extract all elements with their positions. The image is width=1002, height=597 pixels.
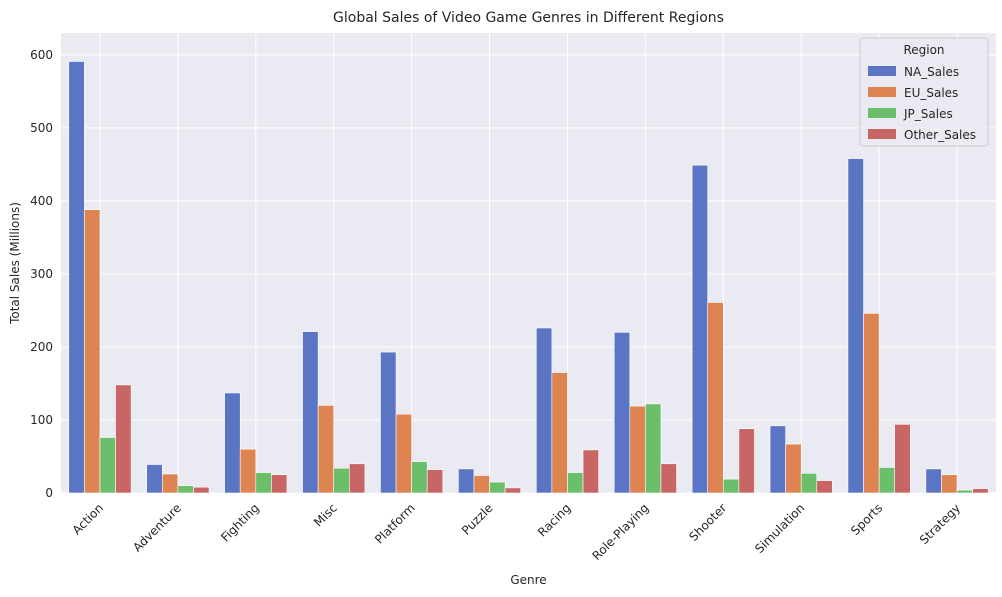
bar-jp-sales [645,404,661,493]
bar-eu-sales [396,414,412,493]
bar-na-sales [380,352,396,493]
bar-other-sales [817,481,833,493]
bar-eu-sales [786,444,802,493]
bar-other-sales [583,450,599,493]
y-tick-label: 0 [45,486,53,500]
bar-eu-sales [84,210,100,493]
bar-jp-sales [490,482,506,493]
legend-swatch [868,66,896,76]
legend: Region NA_Sales EU_Sales JP_Sales Other_Sal… [860,38,988,146]
bar-eu-sales [240,449,256,493]
bar-other-sales [739,429,755,493]
bar-other-sales [505,488,521,493]
bar-na-sales [614,332,630,493]
bar-jp-sales [412,462,428,493]
bar-eu-sales [941,475,957,493]
bar-jp-sales [256,473,272,493]
bar-eu-sales [552,373,568,493]
bar-na-sales [69,61,85,493]
bar-na-sales [225,393,241,493]
bar-jp-sales [879,467,895,493]
bar-na-sales [848,159,864,493]
y-tick-label: 300 [30,267,53,281]
bar-other-sales [271,475,287,493]
bar-jp-sales [801,473,817,493]
legend-swatch [868,87,896,97]
legend-label: EU_Sales [904,86,958,100]
bar-na-sales [692,165,708,493]
bar-eu-sales [708,302,724,493]
bar-other-sales [661,464,677,493]
bar-jp-sales [178,486,194,493]
bar-eu-sales [864,313,880,493]
y-tick-label: 400 [30,194,53,208]
bar-na-sales [926,469,942,493]
bar-other-sales [973,489,989,493]
bar-jp-sales [957,490,973,493]
legend-swatch [868,108,896,118]
bar-eu-sales [474,475,490,493]
legend-label: NA_Sales [904,65,959,79]
x-axis-label: Genre [510,573,546,587]
bar-other-sales [349,464,365,493]
bar-eu-sales [162,474,178,493]
legend-title: Region [903,43,944,57]
bar-na-sales [458,469,474,493]
bar-other-sales [193,487,209,493]
bar-jp-sales [723,479,739,493]
y-tick-label: 200 [30,340,53,354]
bar-eu-sales [630,406,646,493]
bar-other-sales [427,470,443,493]
chart-title: Global Sales of Video Game Genres in Dif… [333,10,724,26]
bar-na-sales [536,328,552,493]
bar-na-sales [303,332,319,493]
bar-jp-sales [334,468,350,493]
bar-other-sales [116,385,132,493]
bar-eu-sales [318,405,334,493]
bar-jp-sales [567,473,583,493]
y-tick-label: 600 [30,48,53,62]
bar-jp-sales [100,438,116,493]
legend-label: JP_Sales [903,107,953,121]
y-tick-label: 500 [30,121,53,135]
bar-na-sales [147,465,163,493]
y-axis-label: Total Sales (Millions) [8,202,22,325]
bar-other-sales [895,424,911,493]
legend-label: Other_Sales [904,128,976,142]
y-tick-label: 100 [30,413,53,427]
bar-na-sales [770,426,786,493]
legend-swatch [868,129,896,139]
